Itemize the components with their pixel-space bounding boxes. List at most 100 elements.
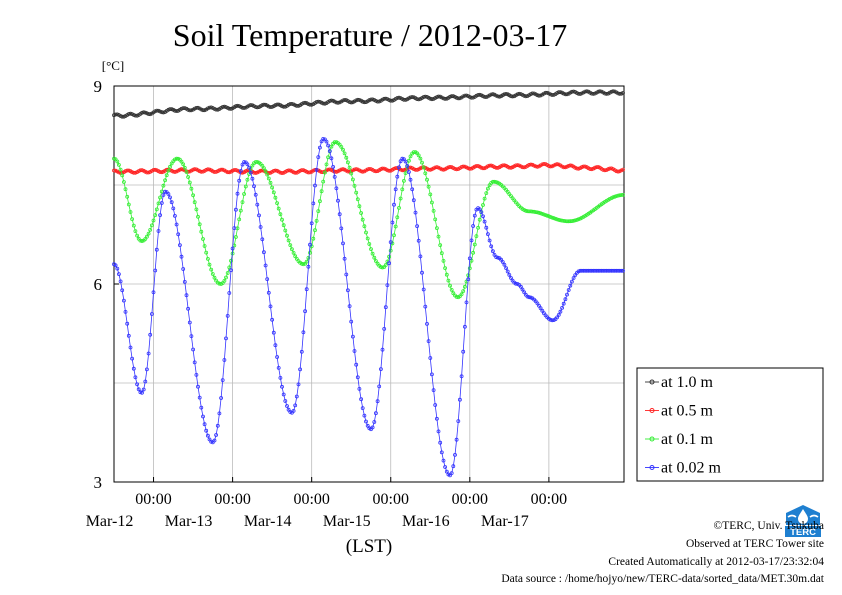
grid [114, 85, 624, 483]
data-point [154, 108, 159, 113]
data-point [418, 254, 423, 259]
data-point [271, 330, 276, 335]
data-point [227, 291, 232, 295]
data-point [421, 165, 426, 170]
data-point [174, 109, 179, 113]
data-point [538, 211, 543, 216]
data-point [591, 92, 596, 96]
data-point [375, 99, 380, 104]
data-point [347, 165, 352, 170]
data-point [220, 378, 225, 383]
data-point [359, 397, 364, 402]
data-point [568, 283, 573, 288]
data-point [347, 304, 352, 309]
data-point [304, 287, 309, 292]
data-point [570, 279, 574, 284]
data-point [281, 104, 286, 109]
data-point [329, 144, 334, 149]
data-point [136, 387, 141, 392]
data-point [181, 267, 186, 271]
data-point [383, 263, 388, 267]
data-point [278, 212, 283, 217]
data-point [298, 367, 303, 372]
data-point [467, 266, 472, 271]
data-point [571, 218, 576, 223]
data-point [398, 159, 403, 164]
legend-swatch-marker [649, 379, 655, 385]
data-point [339, 226, 344, 231]
data-point [153, 213, 158, 218]
data-point [434, 226, 439, 231]
legend-swatch-marker [649, 408, 655, 413]
data-point [617, 92, 622, 96]
data-point [242, 106, 247, 110]
data-point [309, 221, 314, 226]
data-point [454, 437, 459, 442]
data-point [365, 236, 370, 241]
data-point [288, 243, 293, 248]
data-point [140, 390, 144, 395]
data-point [224, 275, 228, 280]
data-point [126, 333, 131, 338]
data-point [392, 233, 396, 238]
terc-logo: TERC [783, 503, 823, 539]
data-point [135, 233, 140, 238]
data-point [275, 201, 280, 206]
data-point [589, 167, 594, 172]
data-point [161, 110, 166, 115]
data-point [349, 171, 354, 176]
data-point [283, 228, 288, 233]
data-point [556, 312, 561, 317]
data-point [326, 155, 331, 160]
data-point [311, 201, 316, 206]
data-point [275, 355, 280, 359]
data-point [230, 246, 235, 251]
data-point [174, 222, 179, 227]
data-point [144, 234, 149, 239]
data-point [467, 256, 472, 261]
data-point [179, 159, 184, 164]
data-point [344, 272, 349, 277]
data-point [224, 336, 228, 341]
data-point [176, 232, 181, 237]
data-point [232, 226, 237, 231]
data-point [436, 94, 441, 99]
data-point [177, 243, 182, 248]
data-point [280, 384, 284, 389]
data-point [229, 268, 233, 273]
data-point [311, 236, 316, 241]
data-point [308, 242, 312, 247]
data-point [146, 231, 151, 236]
y-tick-label: 3 [94, 473, 103, 492]
data-point [550, 318, 555, 323]
data-point [247, 165, 252, 170]
data-point [448, 283, 452, 288]
data-point [429, 372, 434, 377]
data-point [240, 200, 245, 205]
data-point [558, 90, 563, 94]
data-point [192, 360, 197, 365]
data-point [568, 163, 573, 168]
data-point [258, 225, 263, 229]
x-tick-time: 00:00 [531, 491, 567, 508]
data-point [500, 260, 505, 264]
data-point [471, 250, 476, 255]
data-point [266, 176, 271, 181]
data-point [349, 100, 354, 105]
series-line [113, 90, 624, 118]
data-point [130, 356, 135, 361]
data-point [523, 94, 528, 99]
data-point [158, 213, 163, 218]
data-point [248, 170, 253, 175]
data-point [260, 237, 265, 242]
data-point [291, 408, 296, 413]
data-point [485, 186, 490, 191]
data-point [194, 207, 199, 212]
data-point [238, 168, 243, 173]
data-point [161, 183, 166, 188]
data-point [354, 362, 359, 367]
data-point [123, 187, 128, 192]
data-point [360, 169, 365, 174]
data-point [505, 269, 510, 274]
x-tick-time: 00:00 [214, 491, 250, 508]
